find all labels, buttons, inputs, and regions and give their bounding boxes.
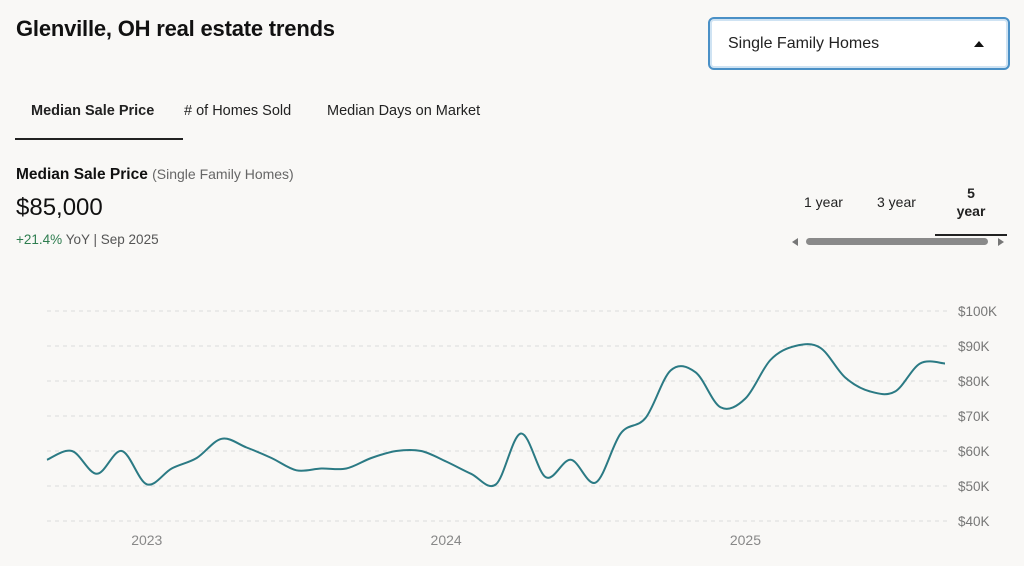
caret-up-icon [974, 41, 984, 47]
metric-value: $85,000 [16, 194, 103, 221]
y-tick-label: $50K [958, 479, 990, 494]
period-label: Sep 2025 [100, 232, 159, 247]
scroll-right-icon[interactable] [998, 238, 1004, 246]
range-tab-1-year[interactable]: 1 year [804, 194, 843, 210]
metric-title: Median Sale Price [16, 166, 148, 183]
x-tick-label: 2025 [730, 532, 761, 548]
metric-change-line: +21.4% YoY | Sep 2025 [16, 232, 159, 247]
y-axis-labels: $100K $90K $80K $70K $60K $50K $40K [958, 304, 997, 529]
property-type-select[interactable]: Single Family Homes [708, 17, 1010, 70]
time-range-tabs: 1 year 3 year 5 year [790, 182, 1010, 236]
tab-median-sale-price[interactable]: Median Sale Price [15, 92, 183, 140]
y-tick-label: $60K [958, 444, 990, 459]
x-axis-labels: 2023 2024 2025 [131, 532, 761, 548]
page-title: Glenville, OH real estate trends [16, 16, 335, 41]
y-tick-label: $90K [958, 339, 990, 354]
yoy-label: YoY [65, 232, 90, 247]
y-tick-label: $40K [958, 514, 990, 529]
grid-lines [47, 310, 948, 522]
y-tick-label: $80K [958, 374, 990, 389]
tab-median-days-on-market[interactable]: Median Days on Market [327, 103, 481, 119]
metric-heading: Median Sale Price (Single Family Homes) [16, 166, 294, 184]
x-tick-label: 2024 [431, 532, 462, 548]
range-scrollbar[interactable] [790, 236, 1006, 248]
y-tick-label: $70K [958, 409, 990, 424]
median-sale-price-chart: $100K$90K$80K$70K$60K$50K$40K 2023 2024 20… [46, 304, 997, 548]
tab-homes-sold[interactable]: # of Homes Sold [184, 103, 292, 119]
y-tick-label: $100K [958, 304, 997, 319]
metric-subtitle: (Single Family Homes) [152, 166, 294, 182]
scroll-left-icon[interactable] [792, 238, 798, 246]
range-tab-5-year-line1: 5 [967, 185, 975, 201]
metric-tabs: Median Sale Price # of Homes Sold Median… [15, 92, 515, 140]
x-tick-label: 2023 [131, 532, 162, 548]
property-type-selected-value: Single Family Homes [728, 35, 880, 52]
median-price-line [46, 343, 946, 488]
range-tab-5-year[interactable]: 5 year [935, 184, 1007, 236]
scrollbar-thumb[interactable] [806, 238, 988, 245]
range-tab-3-year[interactable]: 3 year [877, 194, 916, 210]
separator: | [93, 232, 98, 247]
yoy-change: +21.4% [16, 232, 63, 247]
range-tab-5-year-line2: year [956, 203, 986, 219]
